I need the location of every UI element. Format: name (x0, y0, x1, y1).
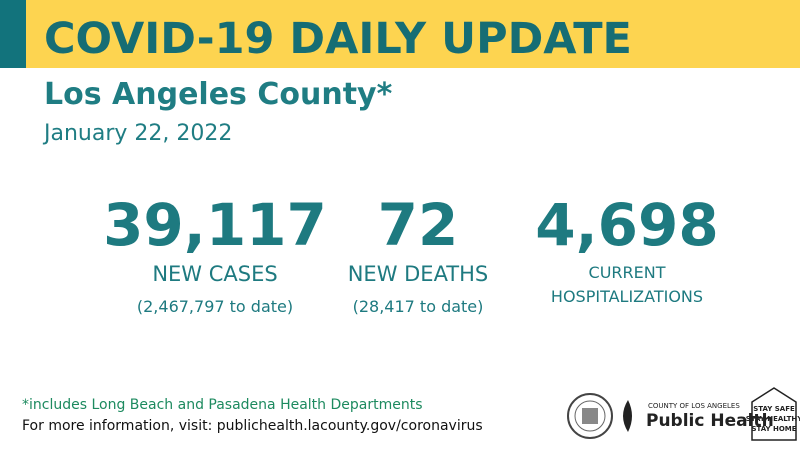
stat-label: HOSPITALIZATIONS (551, 287, 703, 306)
motto-line: STAY HEALTHY (746, 415, 800, 423)
location: Los Angeles County* (44, 77, 393, 112)
info: For more information, visit: publichealt… (22, 418, 483, 434)
public-health-logo: COUNTY OF LOS ANGELES Public Health (623, 400, 774, 432)
motto-line: STAY HOME (751, 425, 796, 433)
stay-safe-logo (751, 387, 797, 441)
stat-label: NEW CASES (152, 262, 277, 286)
motto: STAY SAFE STAY HEALTHY STAY HOME (746, 405, 800, 433)
header-accent (0, 0, 26, 68)
stat-number: 72 (378, 191, 459, 259)
stats: 39,117 NEW CASES (2,467,797 to date) 72 NEW … (103, 191, 719, 316)
department-name: Public Health (646, 411, 774, 431)
stat-label: NEW DEATHS (348, 262, 489, 286)
county-seal (567, 393, 613, 439)
stat-number: 4,698 (535, 191, 718, 259)
stat-note: (28,417 to date) (353, 297, 484, 316)
motto-line: STAY SAFE (753, 405, 795, 413)
footnote: *includes Long Beach and Pasadena Health… (22, 397, 423, 413)
stat-number: 39,117 (103, 191, 327, 259)
stat-note: (2,467,797 to date) (137, 297, 293, 316)
title: COVID-19 DAILY UPDATE (44, 14, 632, 64)
header-band (0, 0, 800, 68)
county-name: COUNTY OF LOS ANGELES (648, 402, 740, 410)
date: January 22, 2022 (42, 121, 232, 146)
stat-label: CURRENT (589, 263, 666, 282)
